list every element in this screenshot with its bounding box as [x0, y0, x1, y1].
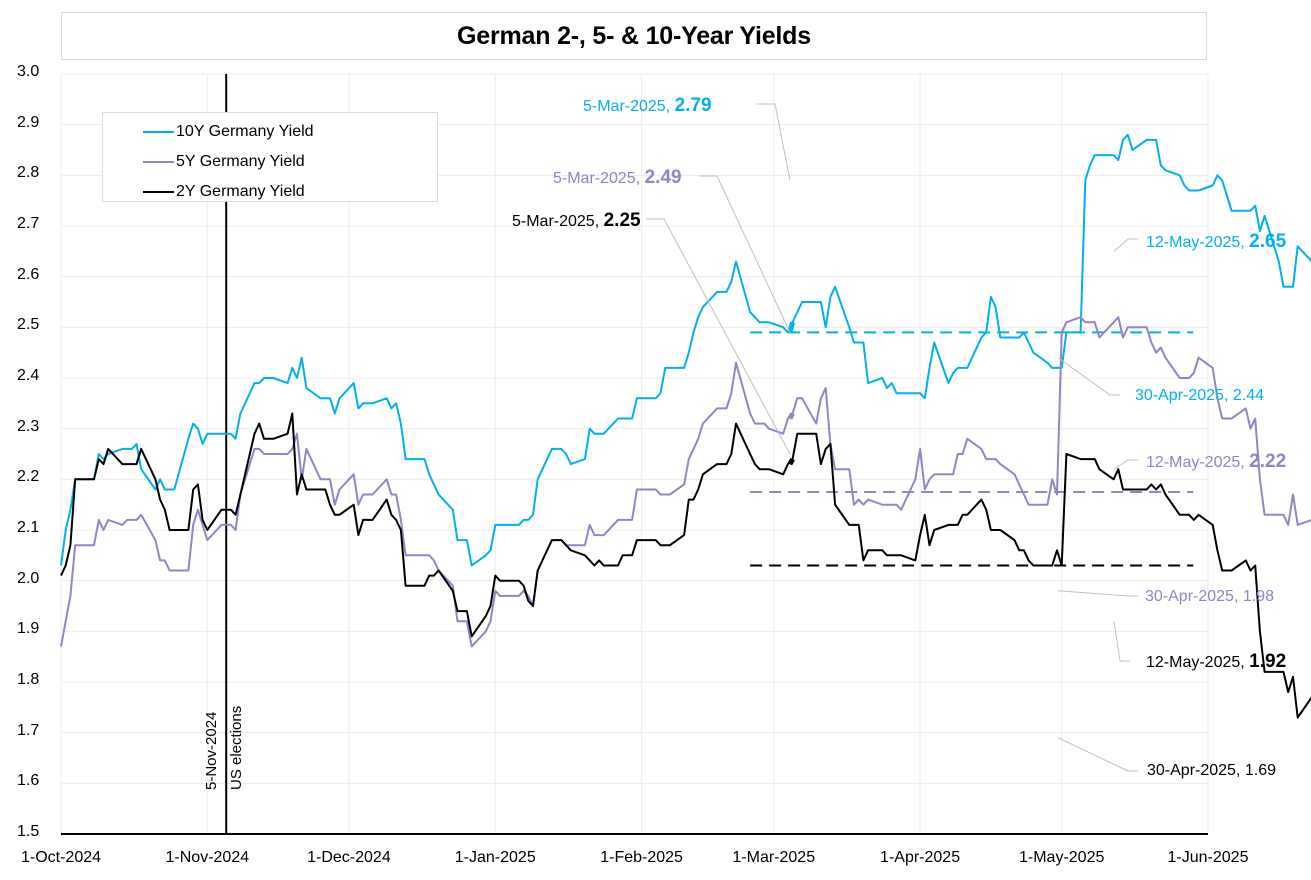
annotation-leader [1057, 737, 1138, 772]
y-tick-label: 2.6 [17, 265, 40, 283]
x-tick-label: 1-May-2025 [1018, 849, 1105, 866]
annotation-leader [1113, 621, 1130, 662]
legend-label-5y: 5Y Germany Yield [176, 153, 305, 170]
annotation-leader [646, 218, 791, 455]
annotation-date: 30-Apr-2025, [1147, 762, 1245, 779]
annotation-leader-lines [646, 103, 1138, 772]
y-tick-label: 2.5 [17, 316, 40, 334]
series-line-5y [60, 316, 1311, 648]
annotation-label: 5-Mar-2025, 2.25 [512, 210, 641, 232]
annotation-label: 12-May-2025, 2.22 [1146, 451, 1286, 473]
annotation-label: 12-May-2025, 1.92 [1146, 651, 1286, 673]
x-tick-label: 1-Jun-2025 [1167, 849, 1249, 866]
annotation-date: 12-May-2025, [1146, 654, 1250, 671]
series-line-10y [60, 133, 1311, 567]
legend-swatch-2y [143, 191, 174, 193]
annotation-value: 1.69 [1244, 762, 1276, 779]
chart-title-box: German 2-, 5- & 10-Year Yields [61, 12, 1207, 60]
y-tick-label: 1.8 [17, 671, 40, 688]
annotation-date: 5-Mar-2025, [583, 98, 675, 115]
annotation-value: 2.22 [1249, 451, 1287, 472]
annotation-date: 30-Apr-2025, [1135, 387, 1233, 404]
y-tick-label: 2.3 [17, 417, 40, 435]
chart-title: German 2-, 5- & 10-Year Yields [457, 21, 811, 50]
annotation-value: 2.49 [644, 167, 682, 188]
legend-label-10y: 10Y Germany Yield [176, 123, 314, 140]
annotation-value: 2.44 [1232, 387, 1264, 404]
jump-segment-5y [787, 412, 795, 420]
annotation-date: 5-Mar-2025, [553, 170, 645, 187]
annotation-value: 2.65 [1249, 231, 1287, 252]
annotation-date: 12-May-2025, [1146, 234, 1250, 251]
annotation-leader [757, 103, 791, 181]
legend-item-10y: 10Y Germany Yield [103, 117, 437, 147]
annotation-label: 5-Mar-2025, 2.49 [553, 167, 682, 189]
jump-segment-10y [787, 321, 796, 334]
annotation-leader [1057, 357, 1120, 396]
x-tick-label: 1-Mar-2025 [732, 849, 816, 866]
y-tick-label: 3.0 [17, 63, 40, 80]
annotation-leader [1113, 238, 1138, 252]
series-lines [60, 133, 1311, 719]
y-tick-label: 1.5 [17, 823, 40, 840]
y-tick-label: 1.7 [17, 721, 40, 739]
x-tick-label: 1-Oct-2024 [20, 849, 102, 866]
jump-segment-2y [787, 457, 795, 466]
series-line-2y [60, 412, 1311, 719]
event-label-name: US elections [228, 705, 245, 790]
x-tick-label: 1-Nov-2024 [165, 849, 250, 866]
x-tick-label: 1-Apr-2025 [880, 849, 961, 866]
annotation-label: 30-Apr-2025, 1.98 [1145, 588, 1274, 606]
event-label-date: 5-Nov-2024 [203, 711, 220, 790]
annotation-label: 30-Apr-2025, 2.44 [1135, 387, 1264, 405]
y-tick-label: 2.1 [17, 519, 40, 536]
grid-lines [60, 73, 1209, 835]
legend: 10Y Germany Yield 5Y Germany Yield 2Y Ge… [102, 112, 438, 202]
annotation-value: 1.92 [1249, 651, 1287, 672]
annotation-value: 2.25 [603, 210, 641, 231]
annotation-leader [1113, 459, 1138, 470]
legend-swatch-10y [143, 131, 174, 133]
annotation-value: 1.98 [1242, 588, 1274, 605]
x-tick-label: 1-Dec-2024 [307, 849, 391, 866]
legend-item-5y: 5Y Germany Yield [103, 147, 437, 177]
y-tick-label: 2.4 [17, 367, 40, 384]
annotation-leader [699, 175, 791, 333]
x-tick-label: 1-Feb-2025 [600, 849, 683, 866]
reference-lines [750, 331, 1194, 567]
y-tick-label: 2.0 [17, 569, 40, 587]
y-tick-label: 1.6 [17, 772, 40, 790]
annotation-date: 5-Mar-2025, [512, 213, 604, 230]
y-tick-label: 2.7 [17, 215, 40, 232]
y-tick-label: 1.9 [17, 620, 40, 638]
annotation-date: 30-Apr-2025, [1145, 588, 1243, 605]
annotation-value: 2.79 [674, 95, 712, 116]
annotation-label: 5-Mar-2025, 2.79 [583, 95, 712, 117]
y-tick-label: 2.9 [17, 113, 40, 131]
annotation-date: 12-May-2025, [1146, 454, 1250, 471]
y-tick-label: 2.8 [17, 164, 40, 182]
annotation-label: 12-May-2025, 2.65 [1146, 231, 1286, 253]
annotation-label: 30-Apr-2025, 1.69 [1147, 762, 1276, 780]
legend-label-2y: 2Y Germany Yield [176, 183, 305, 200]
annotation-leader [1057, 590, 1138, 597]
legend-swatch-5y [143, 161, 174, 163]
y-tick-label: 2.2 [17, 468, 40, 486]
x-tick-label: 1-Jan-2025 [454, 849, 536, 866]
legend-item-2y: 2Y Germany Yield [103, 177, 437, 207]
